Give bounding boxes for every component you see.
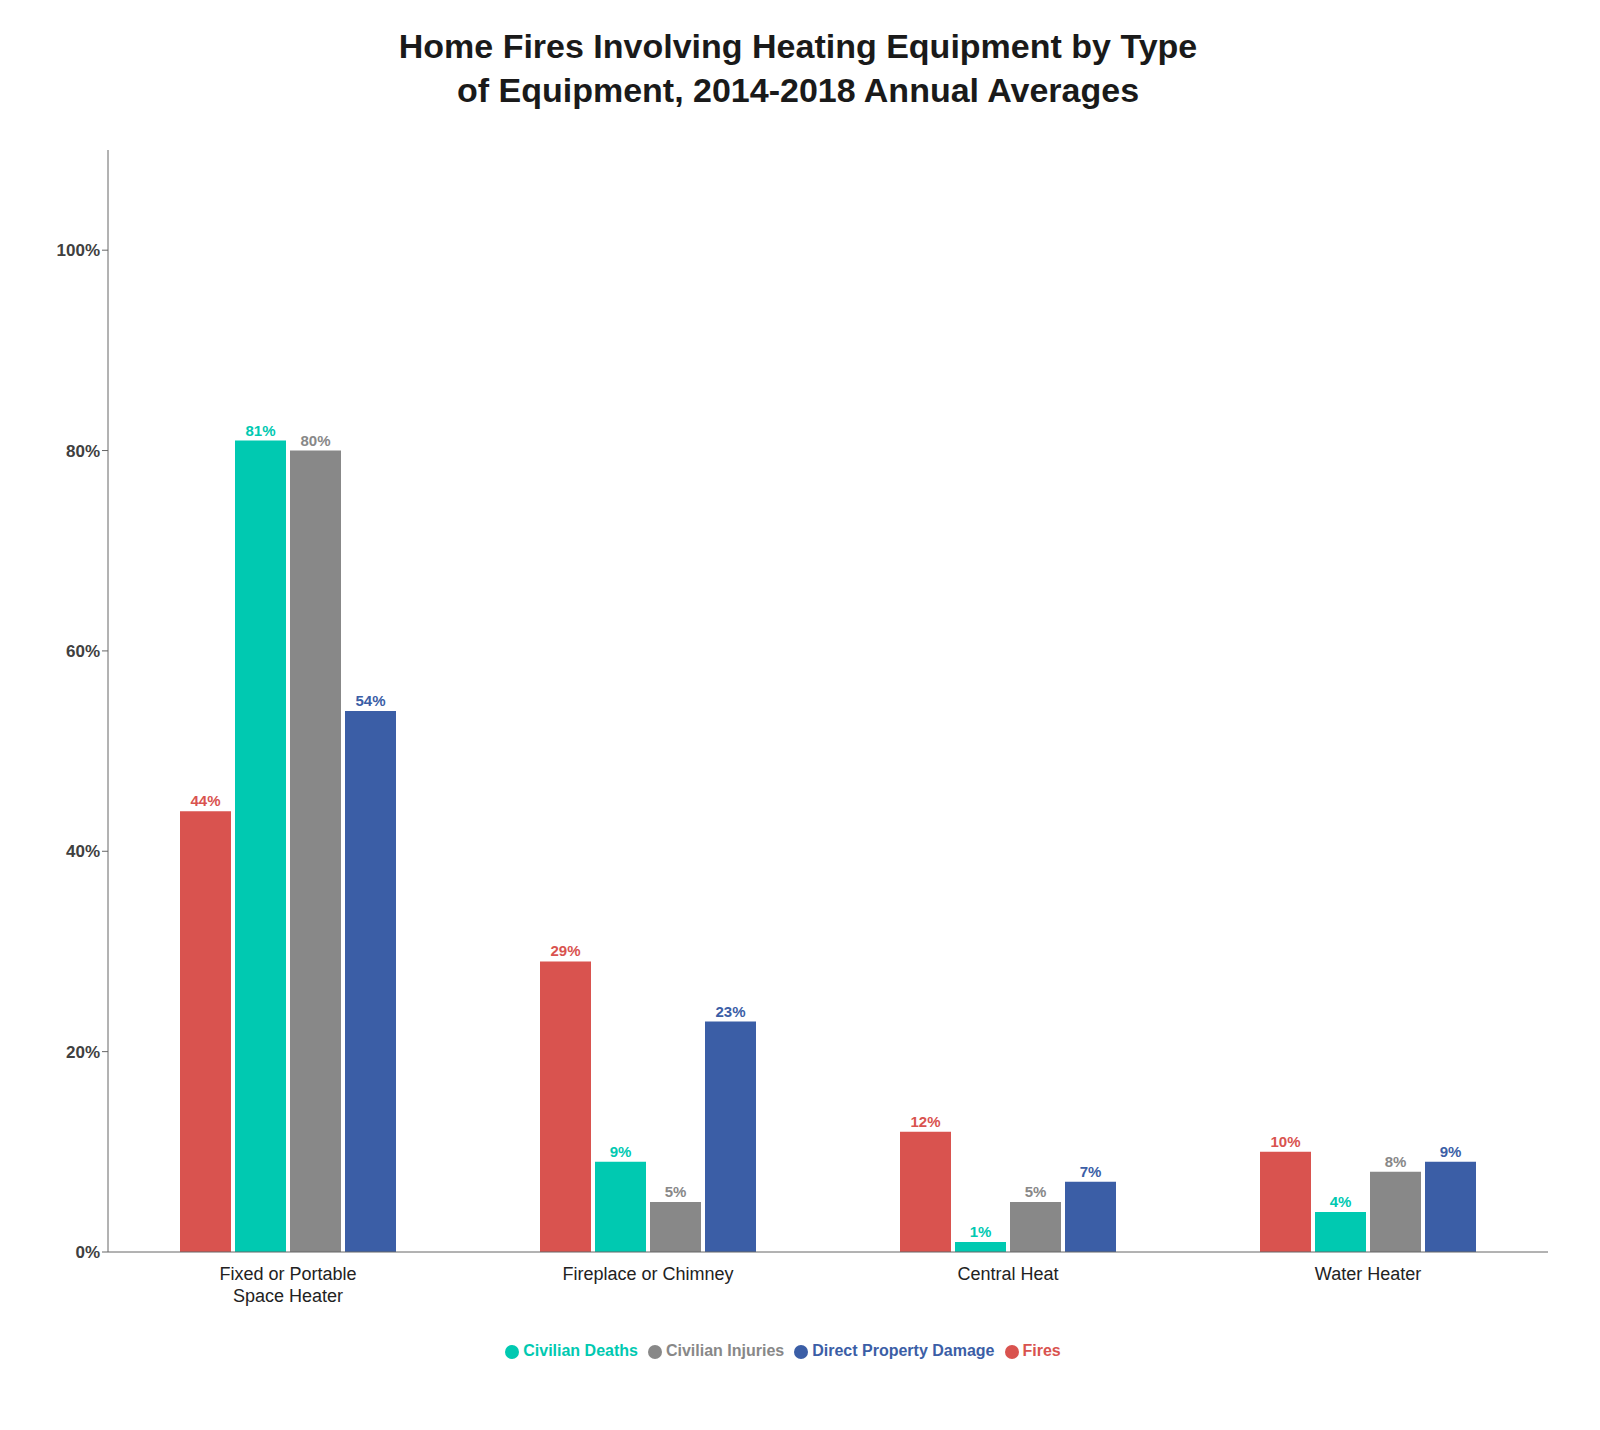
svg-text:9%: 9% (610, 1143, 632, 1160)
svg-text:29%: 29% (550, 943, 580, 960)
html-text:Civilian Deaths: Civilian Deaths (523, 1342, 638, 1360)
svg-text:80%: 80% (300, 432, 330, 449)
svg-text:40%: 40% (66, 843, 100, 862)
html-text:Fires: Fires (1022, 1342, 1061, 1360)
svg-text:80%: 80% (66, 442, 100, 461)
svg-text:Fireplace or Chimney: Fireplace or Chimney (562, 1264, 733, 1284)
svg-text:0%: 0% (75, 1243, 100, 1262)
svg-text:4%: 4% (1330, 1193, 1352, 1210)
html-text:Civilian Injuries: Civilian Injuries (665, 1342, 785, 1360)
svg-text:20%: 20% (66, 1043, 100, 1062)
svg-text:44%: 44% (190, 793, 220, 810)
svg-text:1%: 1% (970, 1223, 992, 1240)
svg-text:5%: 5% (665, 1183, 687, 1200)
svg-text:54%: 54% (355, 692, 385, 709)
svg-text:Central Heat: Central Heat (957, 1264, 1058, 1284)
svg-text:Fixed or PortableSpace Heater: Fixed or PortableSpace Heater (219, 1264, 356, 1306)
svg-text:23%: 23% (715, 1003, 745, 1020)
svg-text:7%: 7% (1080, 1163, 1102, 1180)
svg-text:5%: 5% (1025, 1183, 1047, 1200)
svg-text:8%: 8% (1385, 1153, 1407, 1170)
svg-text:12%: 12% (910, 1113, 940, 1130)
svg-text:Water Heater: Water Heater (1315, 1264, 1421, 1284)
svg-text:60%: 60% (66, 642, 100, 661)
svg-text:81%: 81% (245, 422, 275, 439)
html-text:Direct Property Damage: Direct Property Damage (812, 1342, 995, 1360)
svg-text:100%: 100% (57, 242, 100, 261)
svg-text:10%: 10% (1270, 1133, 1300, 1150)
html-text:Home Fires Involving Heating E: Home Fires Involving Heating Equipment b… (398, 27, 1198, 110)
svg-text:9%: 9% (1440, 1143, 1462, 1160)
